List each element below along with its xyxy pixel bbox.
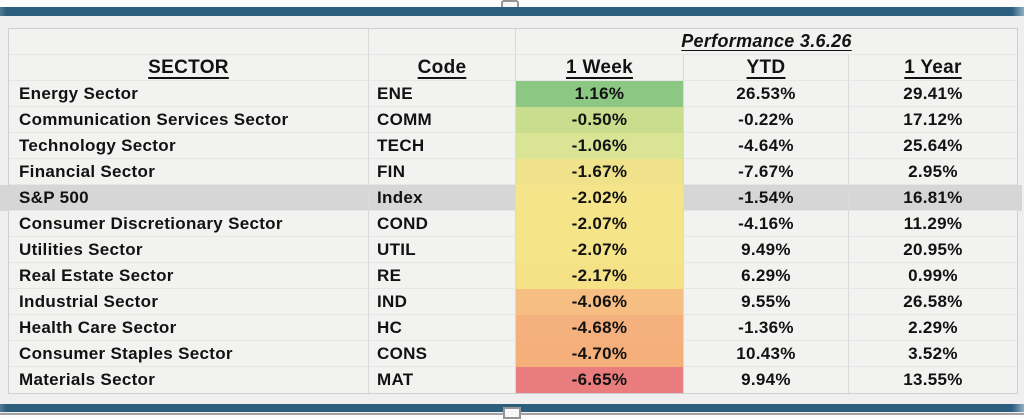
- year-cell[interactable]: 3.52%: [849, 341, 1017, 367]
- table-row: Industrial Sector IND -4.06% 9.55% 26.58…: [9, 289, 1017, 315]
- code-cell[interactable]: CONS: [369, 341, 516, 367]
- year-cell[interactable]: 16.81%: [849, 185, 1017, 211]
- ytd-cell[interactable]: 6.29%: [684, 263, 849, 289]
- table-row: Materials Sector MAT -6.65% 9.94% 13.55%: [9, 367, 1017, 393]
- year-cell[interactable]: 0.99%: [849, 263, 1017, 289]
- ytd-cell[interactable]: -4.64%: [684, 133, 849, 159]
- year-cell[interactable]: 17.12%: [849, 107, 1017, 133]
- code-cell[interactable]: FIN: [369, 159, 516, 185]
- ytd-cell[interactable]: -1.36%: [684, 315, 849, 341]
- year-cell[interactable]: 29.41%: [849, 81, 1017, 107]
- week-cell[interactable]: -2.02%: [516, 185, 684, 211]
- week-cell[interactable]: -4.06%: [516, 289, 684, 315]
- year-cell[interactable]: 2.95%: [849, 159, 1017, 185]
- resize-handle-bottom[interactable]: [503, 407, 521, 419]
- year-cell[interactable]: 20.95%: [849, 237, 1017, 263]
- empty-header-cell[interactable]: [9, 29, 369, 55]
- ytd-cell[interactable]: 9.55%: [684, 289, 849, 315]
- code-cell[interactable]: IND: [369, 289, 516, 315]
- sector-cell[interactable]: Energy Sector: [9, 81, 369, 107]
- sector-cell[interactable]: Consumer Staples Sector: [9, 341, 369, 367]
- header-code[interactable]: Code: [369, 55, 516, 81]
- sector-cell[interactable]: Financial Sector: [9, 159, 369, 185]
- sector-cell[interactable]: Technology Sector: [9, 133, 369, 159]
- header-sector[interactable]: SECTOR: [9, 55, 369, 81]
- code-cell[interactable]: COND: [369, 211, 516, 237]
- week-cell[interactable]: -1.06%: [516, 133, 684, 159]
- table-row: Health Care Sector HC -4.68% -1.36% 2.29…: [9, 315, 1017, 341]
- code-cell[interactable]: UTIL: [369, 237, 516, 263]
- code-cell[interactable]: COMM: [369, 107, 516, 133]
- year-cell[interactable]: 11.29%: [849, 211, 1017, 237]
- header-week[interactable]: 1 Week: [516, 55, 684, 81]
- sector-cell[interactable]: S&P 500: [9, 185, 369, 211]
- week-cell[interactable]: -4.70%: [516, 341, 684, 367]
- ytd-cell[interactable]: -1.54%: [684, 185, 849, 211]
- table-header-row-1: Performance 3.6.26: [9, 29, 1017, 55]
- header-ytd[interactable]: YTD: [684, 55, 849, 81]
- table-row-sp500-highlighted: S&P 500 Index -2.02% -1.54% 16.81%: [0, 185, 1022, 211]
- sector-cell[interactable]: Utilities Sector: [9, 237, 369, 263]
- sector-cell[interactable]: Materials Sector: [9, 367, 369, 393]
- week-cell[interactable]: -2.07%: [516, 211, 684, 237]
- performance-table: Performance 3.6.26 SECTOR Code 1 Week YT…: [0, 28, 1022, 394]
- table-row: Technology Sector TECH -1.06% -4.64% 25.…: [9, 133, 1017, 159]
- week-cell[interactable]: 1.16%: [516, 81, 684, 107]
- sector-cell[interactable]: Communication Services Sector: [9, 107, 369, 133]
- code-cell[interactable]: MAT: [369, 367, 516, 393]
- sector-cell[interactable]: Consumer Discretionary Sector: [9, 211, 369, 237]
- code-cell[interactable]: Index: [369, 185, 516, 211]
- code-cell[interactable]: TECH: [369, 133, 516, 159]
- year-cell[interactable]: 2.29%: [849, 315, 1017, 341]
- week-cell[interactable]: -2.07%: [516, 237, 684, 263]
- year-cell[interactable]: 26.58%: [849, 289, 1017, 315]
- ytd-cell[interactable]: -0.22%: [684, 107, 849, 133]
- week-cell[interactable]: -0.50%: [516, 107, 684, 133]
- table-header-row-2: SECTOR Code 1 Week YTD 1 Year: [9, 55, 1017, 81]
- table-row: Consumer Discretionary Sector COND -2.07…: [9, 211, 1017, 237]
- table-row: Real Estate Sector RE -2.17% 6.29% 0.99%: [9, 263, 1017, 289]
- sector-cell[interactable]: Industrial Sector: [9, 289, 369, 315]
- ytd-cell[interactable]: 9.94%: [684, 367, 849, 393]
- year-cell[interactable]: 25.64%: [849, 133, 1017, 159]
- top-border-bar: [0, 7, 1024, 16]
- table-row: Energy Sector ENE 1.16% 26.53% 29.41%: [9, 81, 1017, 107]
- week-cell[interactable]: -6.65%: [516, 367, 684, 393]
- table-row: Utilities Sector UTIL -2.07% 9.49% 20.95…: [9, 237, 1017, 263]
- week-cell[interactable]: -1.67%: [516, 159, 684, 185]
- year-cell[interactable]: 13.55%: [903, 370, 963, 389]
- table-row: Consumer Staples Sector CONS -4.70% 10.4…: [9, 341, 1017, 367]
- ytd-cell[interactable]: 9.49%: [684, 237, 849, 263]
- ytd-cell[interactable]: 10.43%: [684, 341, 849, 367]
- code-cell[interactable]: ENE: [369, 81, 516, 107]
- table-row: Financial Sector FIN -1.67% -7.67% 2.95%: [9, 159, 1017, 185]
- performance-title-cell[interactable]: Performance 3.6.26: [516, 29, 1017, 55]
- code-cell[interactable]: RE: [369, 263, 516, 289]
- ytd-cell[interactable]: -7.67%: [684, 159, 849, 185]
- ytd-cell[interactable]: -4.16%: [684, 211, 849, 237]
- week-cell[interactable]: -2.17%: [516, 263, 684, 289]
- performance-title: Performance 3.6.26: [681, 31, 852, 51]
- empty-header-cell[interactable]: [369, 29, 516, 55]
- header-year[interactable]: 1 Year: [849, 55, 1017, 81]
- code-cell[interactable]: HC: [369, 315, 516, 341]
- sector-cell[interactable]: Real Estate Sector: [9, 263, 369, 289]
- sector-cell[interactable]: Health Care Sector: [9, 315, 369, 341]
- ytd-cell[interactable]: 26.53%: [684, 81, 849, 107]
- table-row: Communication Services Sector COMM -0.50…: [9, 107, 1017, 133]
- week-cell[interactable]: -4.68%: [516, 315, 684, 341]
